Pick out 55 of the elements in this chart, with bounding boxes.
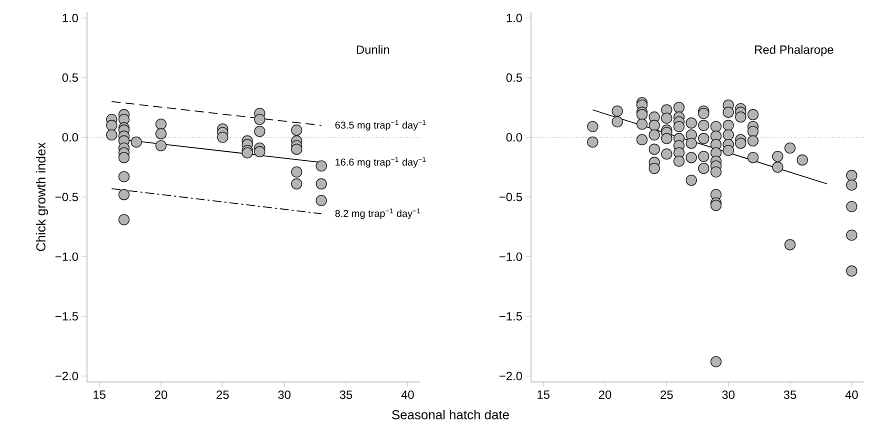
point <box>118 152 130 164</box>
y-tick-label: 1.0 <box>62 14 78 22</box>
point <box>155 128 167 140</box>
y-tick-label: −2.0 <box>55 372 78 380</box>
x-axis-title: Seasonal hatch date <box>392 410 509 420</box>
x-tick-label: 20 <box>154 390 168 399</box>
point <box>155 118 167 130</box>
y-tick-label: 0.5 <box>62 73 78 82</box>
x-tick-label: 20 <box>598 390 612 399</box>
x-tick-label: 15 <box>94 390 106 399</box>
point <box>217 132 228 143</box>
text: Red Phalarope <box>755 45 834 56</box>
point <box>155 140 167 152</box>
text: Dunlin <box>356 45 390 54</box>
point <box>106 129 118 141</box>
point <box>291 144 302 155</box>
point <box>106 120 118 131</box>
point <box>254 126 266 137</box>
x-tick-label: 35 <box>340 390 352 399</box>
y-tick-label: −0.5 <box>499 192 522 202</box>
y-tick-label: −2.0 <box>499 372 522 380</box>
point <box>316 194 327 206</box>
x-tick-label: 40 <box>401 390 414 399</box>
y-tick-label: −1.0 <box>499 252 522 261</box>
series-label: 8.2 mg trap$^{−1}$ day$^{−1}$ <box>335 208 420 219</box>
x-tick-label: 15 <box>538 390 550 399</box>
point <box>291 124 302 136</box>
point <box>254 114 266 126</box>
point <box>118 171 130 182</box>
y-tick-label: −1.0 <box>55 252 78 261</box>
y-tick-label: −1.5 <box>55 312 78 321</box>
x-tick-label: 25 <box>660 390 673 399</box>
y-tick-label: −1.5 <box>499 312 522 321</box>
point <box>291 166 302 178</box>
series-label: 16.6 mg trap$^{−1}$ day$^{−1}$ <box>336 157 426 168</box>
point <box>118 189 130 200</box>
y-tick-label: 0.5 <box>506 73 522 82</box>
x-tick-label: 30 <box>278 390 291 399</box>
point <box>130 136 142 148</box>
point <box>118 214 130 226</box>
y-axis-title: Chick growth index <box>36 142 48 252</box>
x-tick-label: 30 <box>722 390 735 399</box>
y-tick-label: 0.0 <box>506 133 522 142</box>
x-tick-label: 25 <box>216 390 229 399</box>
y-tick-label: −0.5 <box>55 192 78 202</box>
point <box>316 178 327 190</box>
x-tick-label: 40 <box>845 390 858 399</box>
x-tick-label: 35 <box>784 390 796 399</box>
series-label: 63.5 mg trap$^{−1}$ day$^{−1}$ <box>335 120 426 131</box>
point <box>254 146 266 158</box>
point <box>316 160 327 172</box>
y-tick-label: 0.0 <box>62 133 78 142</box>
y-tick-label: 1.0 <box>506 14 522 22</box>
point <box>291 178 302 190</box>
point <box>242 147 253 158</box>
